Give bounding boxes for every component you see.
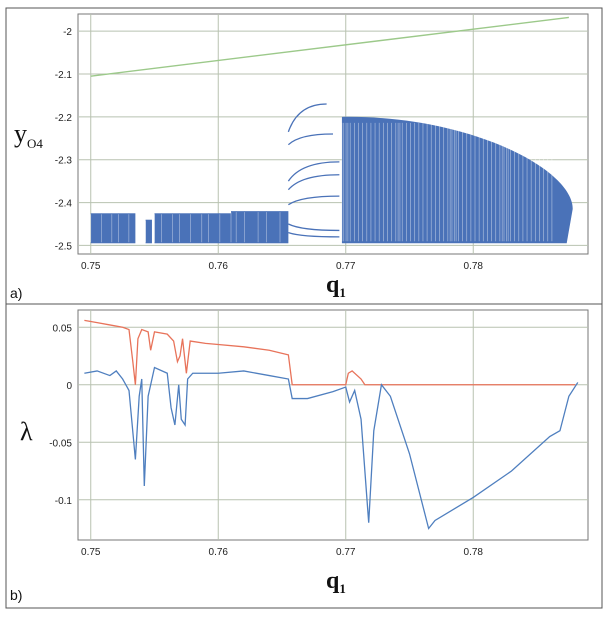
y-tick-label: -0.1	[55, 496, 73, 507]
series-line-blue	[84, 366, 579, 530]
y-tick-label: -2.5	[55, 241, 73, 252]
period-branch	[287, 133, 334, 146]
y-tick-label: -2	[63, 27, 72, 38]
panel-b-series	[84, 319, 579, 530]
x-tick-label: 0.78	[464, 547, 484, 558]
series-line-green	[90, 16, 569, 77]
panel-b-y-ticks: 0.05 0 -0.05 -0.1	[49, 323, 72, 507]
y-tick-label: -2.1	[55, 70, 73, 81]
panel-b-chart: 0.75 0.76 0.77 0.78 0.05 0 -0.05 -0.1 λ q1 b)	[10, 309, 589, 603]
panel-a-ylabel: yO4	[14, 119, 43, 151]
bifurcation-band	[90, 213, 136, 244]
x-tick-label: 0.75	[81, 261, 101, 272]
y-tick-label: -2.4	[55, 199, 73, 210]
bifurcation-band	[145, 219, 152, 244]
panel-b-letter: b)	[10, 587, 22, 603]
series-line-red	[84, 319, 576, 386]
x-tick-label: 0.77	[336, 261, 356, 272]
x-tick-label: 0.78	[464, 261, 484, 272]
panel-b-ylabel: λ	[20, 417, 33, 446]
bifurcation-band	[154, 213, 231, 244]
panel-b-border	[5, 303, 603, 609]
panel-a-chart: 0.75 0.76 0.77 0.78 -2-2.1-2.2-2.3-2.4-2.5 …	[10, 13, 589, 301]
period-branch	[288, 223, 340, 232]
period-branch	[287, 174, 340, 191]
x-tick-label: 0.77	[336, 547, 356, 558]
y-tick-label: 0	[66, 381, 72, 392]
panel-b-x-ticks: 0.75 0.76 0.77 0.78	[81, 547, 483, 558]
x-tick-label: 0.75	[81, 547, 101, 558]
period-branch	[288, 195, 340, 206]
panel-a-y-ticks: -2 -2.1 -2.2 -2.3 -2.4 -2.5	[55, 27, 73, 252]
panel-a-x-ticks: 0.75 0.76 0.77 0.78	[81, 261, 483, 272]
bifurcation-band	[231, 211, 289, 244]
x-tick-label: 0.76	[209, 261, 229, 272]
y-tick-label: -2.3	[55, 156, 73, 167]
panel-a-letter: a)	[10, 285, 22, 301]
panel-b-xlabel: q1	[326, 568, 346, 596]
panel-a-series	[90, 16, 573, 244]
y-tick-label: 0.05	[53, 323, 73, 334]
x-tick-label: 0.76	[209, 547, 229, 558]
y-tick-label: -0.05	[49, 438, 72, 449]
period-branch	[288, 231, 340, 238]
panel-a-xlabel: q1	[326, 272, 346, 300]
period-branch	[287, 103, 327, 133]
panel-b-plot-area	[77, 309, 589, 541]
period-branch	[287, 161, 340, 182]
y-tick-label: -2.2	[55, 113, 73, 124]
